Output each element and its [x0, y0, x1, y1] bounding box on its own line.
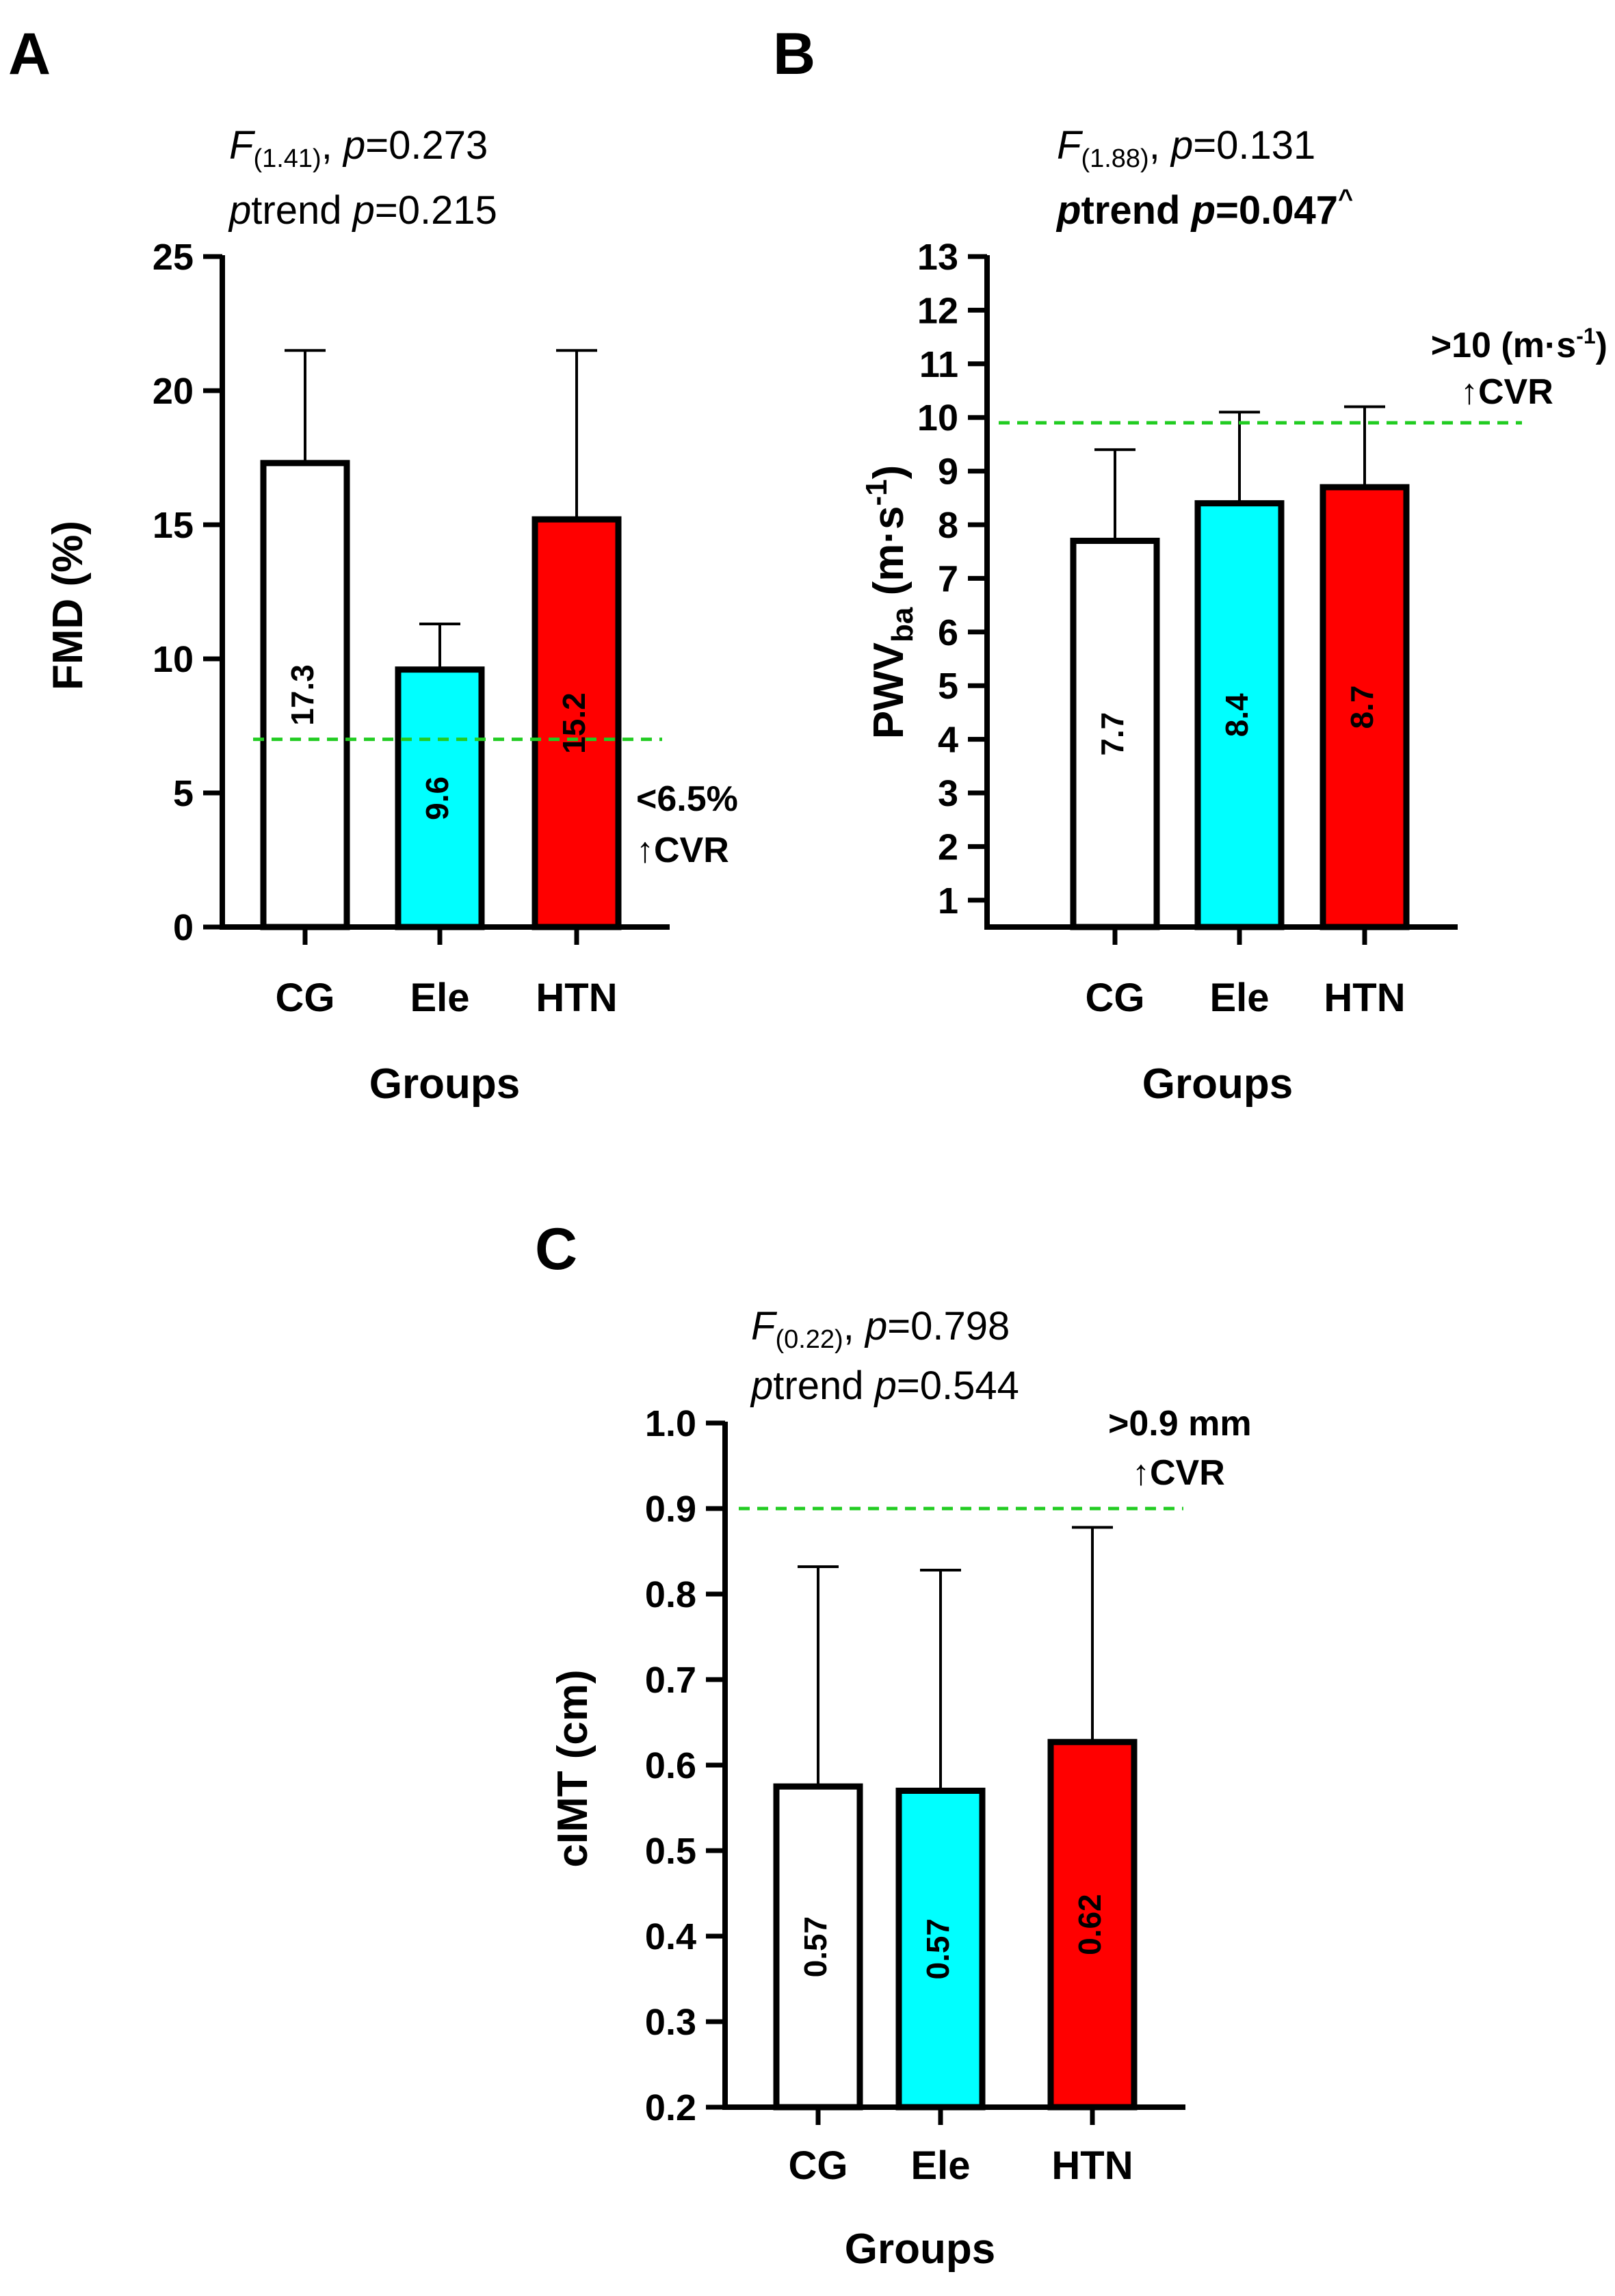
panel-c-x-ticks: CG Ele HTN: [789, 2107, 1133, 2188]
y-tick-label: 0.4: [645, 1916, 696, 1957]
y-tick-label: 15: [153, 505, 194, 546]
y-tick-label: 0.8: [645, 1574, 696, 1615]
bar-htn: [1047, 1738, 1138, 2111]
y-tick-label: 6: [938, 612, 958, 653]
panel-c-y-ticks: 0.2 0.3 0.4 0.5 0.6 0.7 0.8 0.9 1.0: [645, 1403, 725, 2128]
bar-value-label: 15.2: [556, 692, 592, 754]
panel-c-y-axis-title: cIMT (cm): [549, 1669, 596, 1867]
y-tick-label: 13: [917, 237, 958, 278]
y-tick-label: 10: [153, 639, 194, 680]
y-tick-label: 5: [173, 773, 194, 814]
y-tick-label: 0.2: [645, 2087, 696, 2128]
y-tick-label: 8: [938, 505, 958, 546]
panel-b-stat-line1: F(1.88), p=0.131: [1057, 123, 1315, 173]
bar-value-label: 9.6: [419, 777, 455, 820]
y-tick-label: 1: [938, 880, 958, 922]
y-tick-label: 0: [173, 907, 194, 948]
bar-value-label: 0.57: [798, 1916, 833, 1978]
y-tick-label: 3: [938, 773, 958, 814]
panel-c-threshold-label: >0.9 mm: [1108, 1404, 1252, 1444]
bar-ele: [395, 666, 485, 930]
panel-b-letter: B: [773, 21, 815, 87]
panel-a-y-ticks: 0 5 10 15 20 25: [153, 237, 222, 948]
y-tick-label: 9: [938, 452, 958, 493]
x-tick-label: Ele: [1209, 976, 1269, 1020]
panel-a-threshold-label: <6.5%: [636, 779, 738, 819]
y-tick-label: 0.3: [645, 2002, 696, 2043]
panel-c-stat-line2: ptrend p=0.544: [750, 1364, 1019, 1408]
x-tick-label: Ele: [410, 976, 469, 1020]
x-tick-label: CG: [789, 2143, 848, 2188]
x-tick-label: HTN: [1324, 976, 1405, 1020]
panel-b: B F(1.88), p=0.131 ptrend p=0.047^ 12345…: [773, 21, 1607, 1108]
bar-value-label: 8.7: [1344, 686, 1380, 729]
y-tick-label: 7: [938, 558, 958, 599]
y-tick-label: 1.0: [645, 1403, 696, 1444]
panel-c-bars: 0.57 0.57 0.62: [773, 1526, 1138, 2111]
bar-cg: [1070, 538, 1160, 930]
panel-b-x-axis-title: Groups: [1142, 1060, 1293, 1108]
bar-value-label: 0.62: [1072, 1894, 1107, 1955]
panel-b-threshold-cvr: ↑CVR: [1460, 372, 1553, 412]
panel-c: C F(0.22), p=0.798 ptrend p=0.544 0.2 0.3…: [535, 1216, 1252, 2273]
panel-b-x-ticks: CG Ele HTN: [1086, 927, 1406, 1020]
panel-b-bars: 7.7 8.4 8.7: [1070, 405, 1410, 930]
y-tick-label: 10: [917, 397, 958, 439]
panel-a-stat-line1: F(1.41), p=0.273: [229, 123, 488, 173]
panel-c-letter: C: [535, 1216, 577, 1282]
panel-c-stat-line1: F(0.22), p=0.798: [751, 1304, 1010, 1354]
panel-a-x-ticks: CG Ele HTN: [276, 927, 618, 1020]
y-tick-label: 20: [153, 371, 194, 412]
x-tick-label: CG: [1086, 976, 1145, 1020]
y-tick-label: 2: [938, 826, 958, 867]
panel-a: A F(1.41), p=0.273 ptrend p=0.215 0 5 10 15…: [8, 21, 738, 1108]
bar-cg: [260, 460, 350, 930]
y-tick-label: 0.5: [645, 1831, 696, 1872]
bar-value-label: 0.57: [920, 1918, 956, 1980]
x-tick-label: CG: [276, 976, 335, 1020]
panel-a-stat-line2: ptrend p=0.215: [228, 188, 497, 233]
y-tick-label: 11: [919, 344, 958, 385]
x-tick-label: HTN: [1051, 2143, 1133, 2188]
bar-value-label: 17.3: [285, 664, 320, 726]
y-tick-label: 12: [917, 290, 958, 331]
panel-c-threshold-cvr: ↑CVR: [1132, 1453, 1225, 1493]
x-tick-label: HTN: [536, 976, 617, 1020]
panel-a-x-axis-title: Groups: [369, 1060, 520, 1108]
panel-a-letter: A: [8, 21, 51, 87]
panel-b-y-axis-title: PWVba (m·s-1): [860, 465, 919, 740]
bar-htn: [1319, 484, 1410, 930]
panel-c-x-axis-title: Groups: [845, 2226, 995, 2273]
panel-b-stat-line2: ptrend p=0.047^: [1055, 185, 1353, 233]
y-tick-label: 0.6: [645, 1745, 696, 1786]
bar-value-label: 7.7: [1094, 712, 1130, 756]
y-tick-label: 0.7: [645, 1660, 696, 1701]
y-tick-label: 0.9: [645, 1489, 696, 1530]
y-tick-label: 5: [938, 666, 958, 707]
panel-a-bars: 17.3 9.6 15.2: [260, 349, 622, 930]
y-tick-label: 25: [153, 237, 194, 278]
panel-a-y-axis-title: FMD (%): [44, 521, 92, 690]
panel-a-threshold-cvr: ↑CVR: [636, 831, 729, 870]
panel-b-threshold-label: >10 (m·s-1): [1431, 324, 1607, 365]
bar-value-label: 8.4: [1219, 693, 1255, 737]
x-tick-label: Ele: [910, 2143, 970, 2188]
y-tick-label: 4: [938, 720, 958, 761]
bar-ele: [895, 1788, 986, 2111]
